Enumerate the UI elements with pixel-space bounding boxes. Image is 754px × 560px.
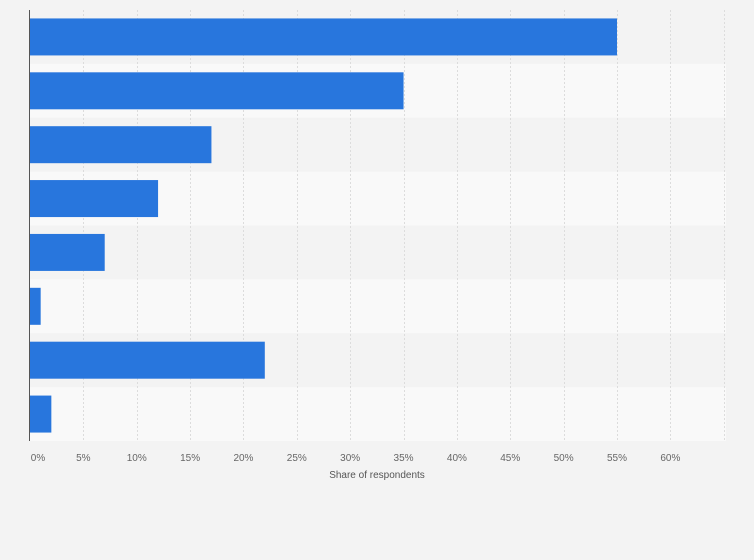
row-bands bbox=[30, 10, 726, 441]
bar[interactable] bbox=[30, 395, 52, 433]
x-tick-label: 55% bbox=[607, 453, 627, 464]
x-tick-label: 20% bbox=[233, 453, 253, 464]
bar[interactable] bbox=[30, 72, 404, 110]
x-tick-label: 0% bbox=[31, 453, 46, 464]
x-tick-label: 15% bbox=[180, 453, 200, 464]
row-band bbox=[30, 279, 726, 334]
bar[interactable] bbox=[30, 233, 105, 271]
x-tick-label: 45% bbox=[500, 453, 520, 464]
row-band bbox=[30, 387, 726, 441]
x-tick-label: 40% bbox=[447, 453, 467, 464]
x-tick-label: 10% bbox=[127, 453, 147, 464]
row-band bbox=[30, 225, 726, 280]
x-tick-label: 5% bbox=[76, 453, 91, 464]
bar[interactable] bbox=[30, 126, 212, 164]
x-tick-label: 50% bbox=[554, 453, 574, 464]
x-tick-label: 60% bbox=[660, 453, 680, 464]
x-tick-labels: 0% 5% 10% 15% 20% 25% 30% 35% 40% 45% 50% 55% 60% bbox=[31, 453, 681, 464]
x-tick-label: 30% bbox=[340, 453, 360, 464]
bars bbox=[30, 18, 617, 433]
bar[interactable] bbox=[30, 341, 265, 379]
bar[interactable] bbox=[30, 287, 41, 325]
x-axis-title: Share of respondents bbox=[329, 470, 425, 481]
x-tick-label: 25% bbox=[287, 453, 307, 464]
x-tick-label: 35% bbox=[394, 453, 414, 464]
bar[interactable] bbox=[30, 18, 617, 56]
bar[interactable] bbox=[30, 180, 159, 218]
